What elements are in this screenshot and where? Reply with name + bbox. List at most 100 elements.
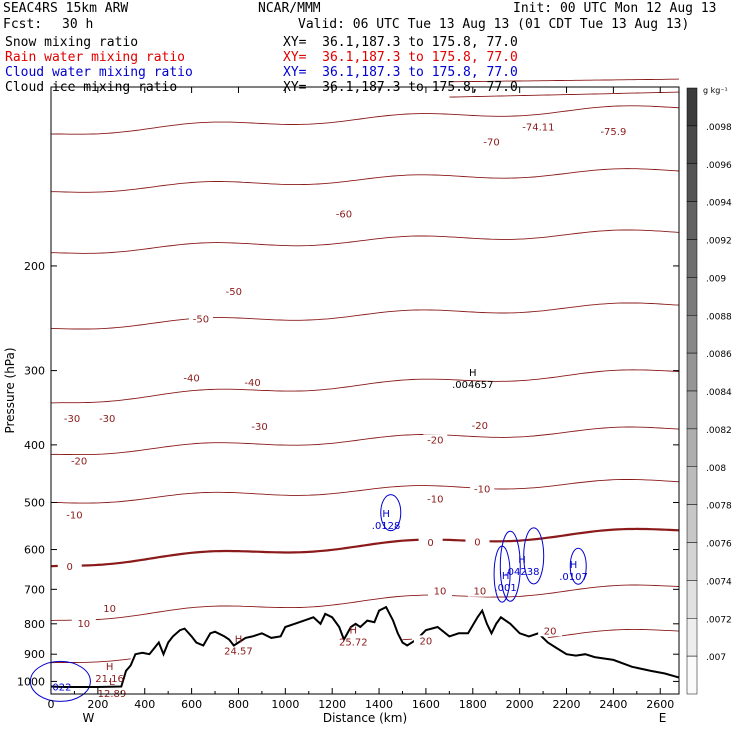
contour-label: -10 (427, 494, 443, 505)
colorbar-tick-label: .0088 (706, 312, 732, 322)
contour-label: 10 (434, 587, 447, 598)
contour-label: 10 (77, 619, 90, 630)
y-axis-label: Pressure (hPa) (3, 347, 17, 433)
colorbar-tick-label: .0092 (706, 237, 732, 247)
org-label: NCAR/MMM (258, 1, 321, 16)
colorbar-tick-label: .0078 (706, 502, 732, 512)
extremum-value: .0128 (372, 521, 401, 532)
y-tick-label: 900 (24, 648, 45, 661)
colorbar-tick-label: .0094 (706, 199, 732, 209)
contour-label: 0 (67, 562, 73, 573)
isotherm-0 (50, 527, 680, 568)
colorbar-swatch (686, 390, 698, 430)
contour-label: -60 (336, 209, 352, 220)
contour-label-bg (60, 413, 85, 425)
colorbar-swatch (686, 315, 698, 354)
contour-label: -30 (251, 422, 267, 433)
x-tick-label: 2600 (646, 698, 674, 711)
contour-label-bg (331, 208, 356, 220)
colorbar-tick-label: .0096 (706, 161, 732, 171)
extremum-marker: H (382, 509, 390, 520)
cloud-water-contour (569, 547, 587, 585)
colorbar-swatch (686, 542, 698, 581)
contour-label: -75.9 (600, 127, 626, 138)
y-tick-label: 500 (24, 496, 45, 509)
x-tick-label: 1800 (459, 698, 487, 711)
colorbar-swatch (686, 352, 698, 392)
extremum-marker: H (235, 634, 243, 645)
field-xy-rain: XY= 36.1,187.3 to 175.8, 77.0 (283, 50, 518, 65)
colorbar-tick-label: .008 (706, 464, 726, 474)
contour-label: 10 (473, 587, 486, 598)
east-endpoint-label: E (659, 711, 667, 725)
extremum-marker: H (502, 571, 510, 582)
colorbar-swatch (686, 239, 698, 278)
contour-label: -20 (427, 435, 443, 446)
field-name-cloud-ice: Cloud ice mixing ratio (5, 80, 178, 95)
colorbar-swatch (686, 580, 698, 619)
contour-label-bg (179, 372, 204, 384)
extremum-value: .022 (49, 682, 71, 693)
x-tick-label: 2000 (506, 698, 534, 711)
isotherm-20 (50, 628, 680, 664)
contour-label: 0 (474, 537, 480, 548)
extremum-marker: L (109, 677, 115, 688)
contour-label-bg (95, 413, 120, 425)
colorbar-swatch (686, 466, 698, 505)
extremum-value: 25.72 (339, 637, 368, 648)
isotherm-upper (449, 91, 680, 98)
field-xy-cloud-ice: XY= 36.1,187.3 to 175.8, 77.0 (283, 80, 518, 95)
colorbar-swatch (686, 618, 698, 657)
x-tick-label: 800 (228, 698, 249, 711)
colorbar-swatch (686, 655, 698, 695)
contour-label-bg (467, 420, 492, 432)
contour-label-bg (188, 313, 213, 325)
contour-label-bg (418, 537, 443, 549)
contour-label: -10 (474, 484, 490, 495)
terrain-line (50, 605, 680, 688)
isotherm-m30 (50, 369, 680, 404)
cloud-water-contour (29, 660, 91, 702)
field-name-cloud-water: Cloud water mixing ratio (5, 65, 193, 80)
isotherm-upper (449, 78, 680, 83)
contour-label: -30 (64, 414, 80, 425)
x-tick-label: 1400 (365, 698, 393, 711)
contour-label: -10 (66, 511, 82, 522)
extremum-marker: H (106, 662, 114, 673)
contour-label-bg (427, 585, 452, 597)
isotherm-10 (50, 584, 680, 622)
colorbar-tick-label: .0082 (706, 426, 732, 436)
valid-time: Valid: 06 UTC Tue 13 Aug 13 (01 CDT Tue … (298, 17, 690, 32)
contour-label: 0 (427, 538, 433, 549)
contour-label-bg (67, 455, 92, 467)
contour-label-bg (479, 136, 504, 148)
contour-label: -70 (483, 138, 499, 149)
contour-label-bg (71, 618, 96, 630)
y-tick-label: 800 (24, 618, 45, 631)
colorbar-tick-label: .0086 (706, 350, 732, 360)
contour-label: -30 (99, 414, 115, 425)
cloud-water-contour (523, 527, 545, 585)
cloud-water-contour (499, 530, 521, 602)
contour-label-bg (467, 585, 492, 597)
contour-label-bg (413, 635, 438, 647)
colorbar-swatch (686, 163, 698, 202)
x-tick-label: 1200 (318, 698, 346, 711)
extremum-value: 21.16 (95, 674, 124, 685)
extremum-marker: H (469, 368, 477, 379)
contour-label: -20 (472, 421, 488, 432)
contour-label: -50 (193, 314, 209, 325)
contour-label: -40 (244, 378, 260, 389)
field-name-rain: Rain water mixing ratio (5, 50, 186, 65)
colorbar-swatch (686, 428, 698, 467)
x-tick-label: 2200 (553, 698, 581, 711)
model-title: SEAC4RS 15km ARW (3, 1, 129, 16)
colorbar-tick-label: .0072 (706, 615, 732, 625)
contour-label-bg (57, 561, 82, 573)
x-tick-label: 0 (48, 698, 55, 711)
extremum-value: 24.57 (224, 646, 253, 657)
init-time: Init: 00 UTC Mon 12 Aug 13 (513, 1, 717, 16)
extremum-marker: H (518, 555, 526, 566)
contour-label: -20 (71, 457, 87, 468)
